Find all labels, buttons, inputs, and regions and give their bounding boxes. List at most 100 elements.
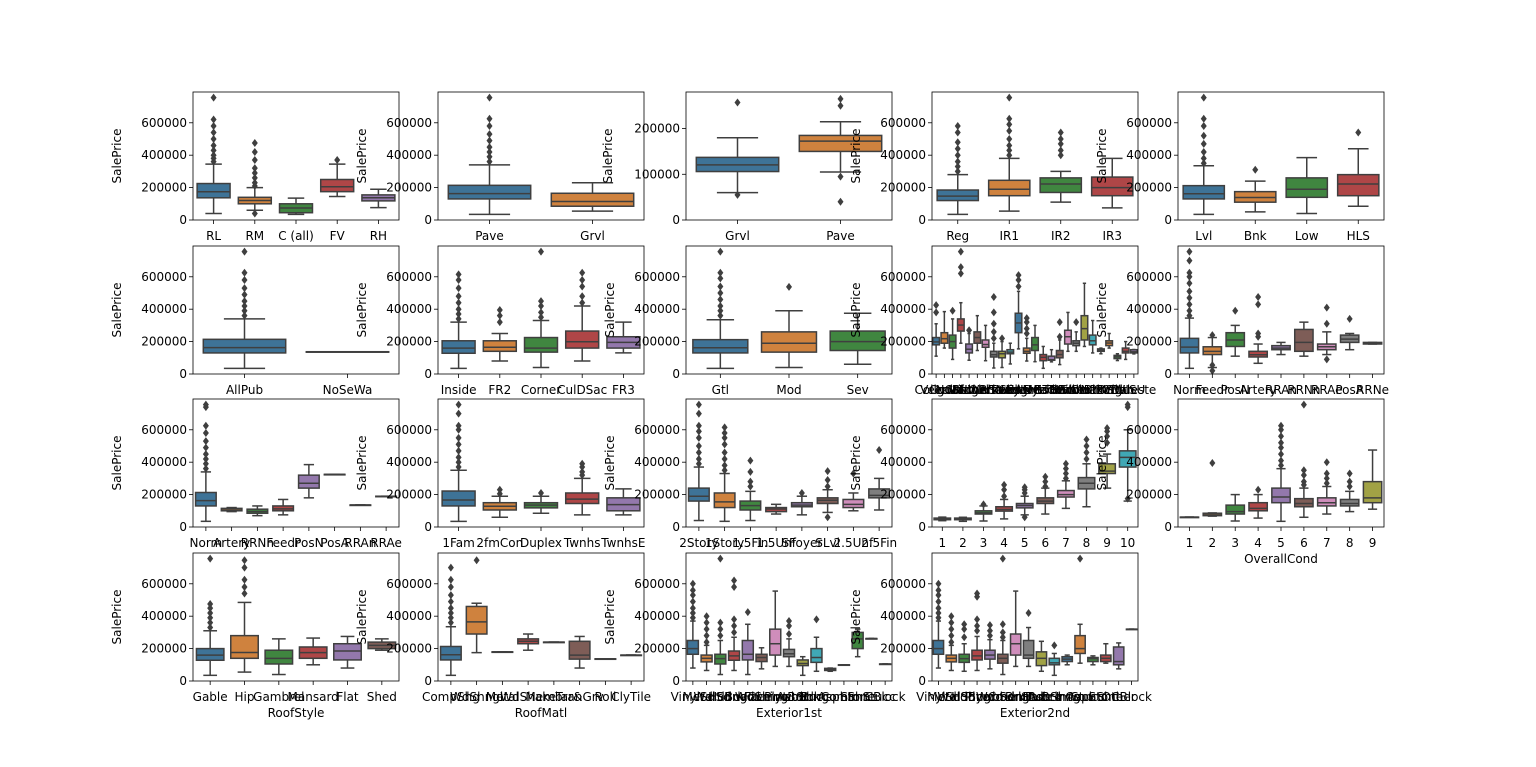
flier-point	[837, 197, 844, 206]
box-body	[1271, 487, 1291, 504]
box-body	[297, 474, 320, 489]
box-1Story	[713, 423, 736, 523]
box-Mansard	[298, 637, 328, 666]
flier-point	[241, 290, 248, 299]
flier-point	[1025, 608, 1032, 617]
box-Flat	[333, 635, 362, 669]
flier-point	[1042, 472, 1049, 481]
flier-point	[241, 589, 248, 598]
x-tick-label: Wd Sdng	[693, 690, 747, 704]
flier-point	[486, 122, 493, 131]
flier-point	[1104, 438, 1111, 447]
box-Blueste	[1129, 348, 1138, 355]
box-1.5Unf	[765, 503, 788, 515]
y-tick-label: 400000	[141, 609, 187, 623]
x-tick-label: IR1	[999, 229, 1019, 243]
flier-point	[1300, 471, 1307, 480]
box-body	[936, 189, 980, 202]
box-HLS	[1336, 128, 1380, 207]
x-tick-label: Lvl	[1195, 229, 1212, 243]
box-Brk Cmn	[1061, 654, 1074, 666]
x-tick-label: RM	[245, 229, 264, 243]
flier-point	[747, 477, 754, 486]
x-tick-label: MeadowV	[1022, 383, 1081, 397]
x-tick-label: VinylSd	[916, 690, 961, 704]
flier-point	[1015, 282, 1022, 291]
flier-point	[954, 162, 961, 171]
x-tick-label: OldTown	[969, 383, 1019, 397]
box-body	[441, 340, 476, 355]
flier-point	[695, 459, 702, 468]
axes-frame	[685, 398, 893, 528]
x-tick-label: 6	[1300, 536, 1308, 550]
flier-point	[717, 295, 724, 304]
y-tick-label: 0	[424, 213, 432, 227]
box-Edwards	[1055, 318, 1064, 366]
x-tick-label: 1Story	[705, 536, 744, 550]
flier-point	[689, 597, 696, 606]
flier-point	[721, 429, 728, 438]
flier-point	[954, 167, 961, 176]
flier-point	[731, 576, 738, 585]
box-body	[981, 339, 990, 349]
box-Mitchel	[965, 326, 974, 361]
flier-point	[1209, 459, 1216, 467]
box-Reg	[936, 122, 980, 216]
box-Artery	[1248, 293, 1269, 365]
axes-frame	[685, 91, 893, 221]
flier-point	[721, 433, 728, 442]
flier-point	[455, 314, 462, 323]
x-tick-label: Pave	[826, 229, 855, 243]
box-8	[1077, 435, 1096, 508]
y-tick-label: 600000	[386, 577, 432, 591]
flier-point	[1023, 324, 1030, 333]
y-tick-label: 200000	[386, 335, 432, 349]
box-body	[1056, 489, 1075, 498]
x-tick-label: Plywood	[965, 690, 1015, 704]
flier-point	[455, 409, 462, 418]
flier-point	[747, 467, 754, 476]
x-tick-label: 4	[1254, 536, 1262, 550]
flier-point	[948, 631, 955, 640]
flier-point	[974, 626, 981, 635]
flier-point	[1057, 134, 1064, 143]
box-CulDSac	[564, 268, 600, 362]
y-tick-label: 0	[424, 367, 432, 381]
box-IDOTRR	[1039, 345, 1048, 370]
flier-point	[251, 147, 258, 156]
y-tick-label: 400000	[634, 455, 680, 469]
flier-point	[1057, 146, 1064, 155]
flier-point	[202, 459, 209, 468]
flier-point	[876, 446, 883, 455]
box-RRNe	[1362, 341, 1383, 345]
x-tick-label: 6	[1041, 536, 1049, 550]
flier-point	[241, 247, 248, 256]
flier-point	[1006, 151, 1013, 160]
flier-point	[455, 446, 462, 455]
flier-point	[447, 604, 454, 613]
flier-point	[210, 134, 217, 143]
y-axis-label: SalePrice	[355, 590, 369, 645]
box-6	[1293, 400, 1314, 519]
box-VinylSd	[686, 579, 700, 669]
box-AllPub	[202, 247, 287, 370]
x-tick-label: CBlock	[865, 690, 906, 704]
flier-point	[579, 467, 586, 476]
box-Corner	[523, 247, 559, 369]
x-tick-label: VinylSd	[671, 690, 716, 704]
flier-point	[1073, 318, 1080, 327]
flier-point	[1255, 329, 1262, 338]
flier-point	[954, 144, 961, 153]
flier-point	[935, 608, 942, 617]
flier-point	[455, 310, 462, 319]
box-PosA	[1339, 314, 1360, 351]
box-body	[692, 338, 749, 354]
box-RRAe	[375, 495, 398, 498]
flier-point	[579, 276, 586, 285]
box-body	[202, 338, 287, 354]
box-2fmCon	[482, 485, 518, 519]
box-4	[995, 480, 1014, 520]
x-tick-label: BrkSide	[979, 383, 1025, 397]
axes-frame	[437, 552, 645, 682]
